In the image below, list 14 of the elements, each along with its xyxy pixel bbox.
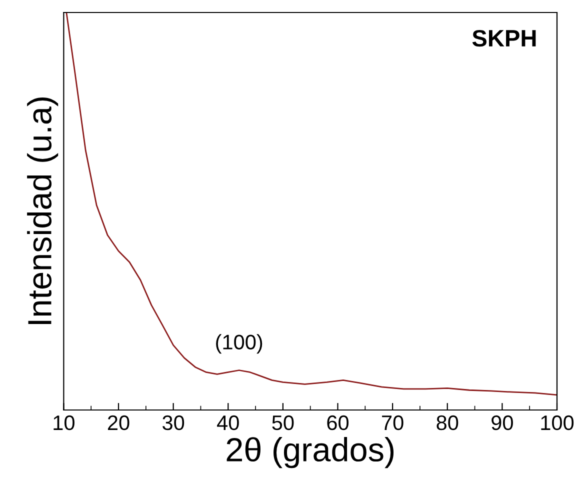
x-tick-label: 40 <box>217 415 239 430</box>
y-axis-title: Intensidad (u.a) <box>27 97 58 324</box>
annotation: SKPH <box>472 30 536 47</box>
x-tick-label: 90 <box>492 415 513 430</box>
x-tick-label: 60 <box>327 415 349 430</box>
x-tick-label: 30 <box>162 415 184 430</box>
x-tick-label: 80 <box>436 415 458 430</box>
x-tick-label: 100 <box>541 415 574 430</box>
x-axis-title: 2θ (grados) <box>226 437 394 468</box>
x-tick-label: 10 <box>54 415 74 430</box>
x-tick-label: 50 <box>272 415 294 430</box>
x-tick-label: 20 <box>108 415 130 430</box>
annotation: (100) <box>216 334 262 354</box>
x-tick-label: 70 <box>382 415 404 430</box>
